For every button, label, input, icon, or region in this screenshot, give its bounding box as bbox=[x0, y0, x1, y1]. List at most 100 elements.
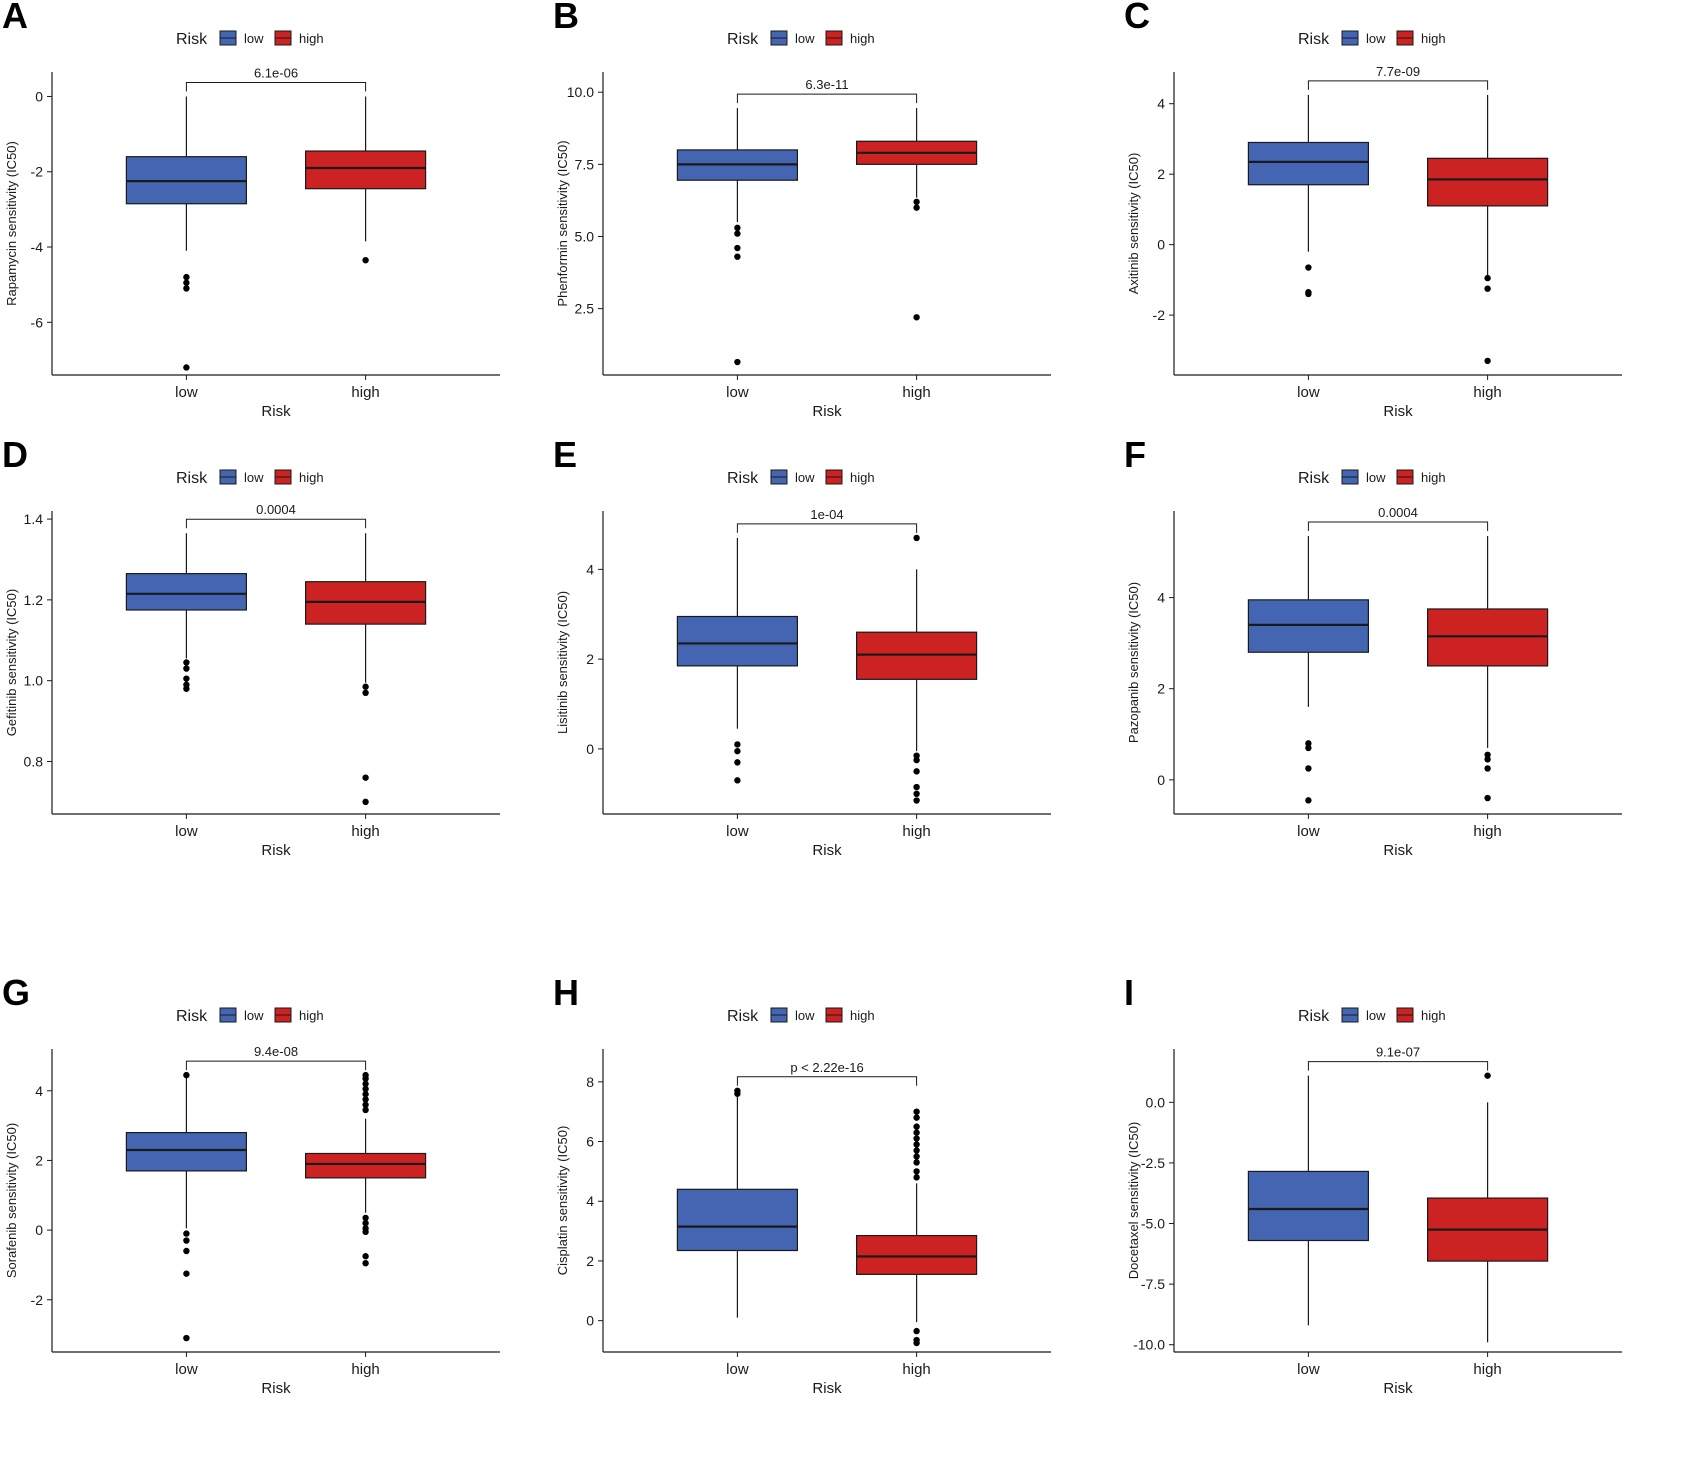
legend-key-low: low bbox=[770, 1007, 815, 1023]
outlier-point bbox=[362, 1101, 369, 1108]
outlier-point bbox=[362, 1253, 369, 1260]
outlier-point bbox=[1484, 756, 1491, 763]
bracket-line bbox=[185, 81, 367, 92]
outlier-point bbox=[913, 534, 920, 542]
x-axis-label: Risk bbox=[1383, 1380, 1413, 1397]
box-iqr bbox=[856, 1234, 978, 1275]
outlier-point bbox=[1484, 751, 1491, 758]
box-low bbox=[1247, 1075, 1370, 1326]
outlier-point bbox=[1305, 264, 1312, 271]
y-axis-label: Docetaxel sensitivity (IC50) bbox=[1126, 1122, 1141, 1280]
outlier-point bbox=[913, 314, 920, 321]
y-tick-label: 0 bbox=[35, 1222, 43, 1238]
outlier-point bbox=[183, 1334, 190, 1342]
outlier-point bbox=[1305, 740, 1312, 747]
outlier-point bbox=[734, 358, 741, 366]
boxplot-gefitinib: Risk low high 1.4 1.2 1.0 0.8 Gefitinib sensiti… bbox=[4, 469, 500, 859]
y-tick-label: -2.5 bbox=[1141, 1155, 1165, 1171]
boxplot-phenformin: Risk low high 10.0 7.5 5.0 2.5 Phenformin sensi… bbox=[555, 30, 1051, 420]
y-axis-label: Lisitinib sensitivity (IC50) bbox=[555, 591, 570, 734]
outlier-point bbox=[1484, 1072, 1491, 1079]
outlier-point bbox=[362, 1228, 369, 1236]
y-tick-label: 4 bbox=[1157, 96, 1165, 112]
legend: Risk low high bbox=[176, 469, 324, 487]
outlier-point bbox=[913, 1108, 920, 1115]
significance-bracket: 7.7e-09 bbox=[1307, 64, 1489, 90]
y-tick-label: -10.0 bbox=[1133, 1337, 1165, 1353]
significance-bracket: 9.1e-07 bbox=[1307, 1045, 1489, 1071]
outlier-point bbox=[913, 783, 920, 791]
outlier-point bbox=[1484, 285, 1491, 292]
outlier-point bbox=[362, 1075, 369, 1082]
significance-bracket: 6.1e-06 bbox=[185, 65, 367, 92]
x-tick-label: low bbox=[726, 1361, 749, 1378]
panel-g: G Risk low high 4 2 0 -2 Sorafenib sensitivity … bbox=[0, 973, 566, 1470]
panel-a: A Risk low high 0 -2 -4 -6 Rapamycin sensitivit… bbox=[0, 0, 566, 493]
box-high bbox=[1427, 94, 1549, 365]
box-low bbox=[125, 1071, 248, 1342]
x-tick-label: high bbox=[1473, 384, 1501, 401]
legend-key-low: low bbox=[1341, 30, 1386, 46]
legend: Risk low high bbox=[1298, 469, 1446, 487]
outlier-point bbox=[913, 204, 920, 211]
outlier-point bbox=[362, 798, 369, 806]
outlier-point bbox=[913, 1159, 920, 1166]
panel-letter: D bbox=[2, 434, 28, 475]
legend-label-low: low bbox=[795, 1008, 815, 1023]
panel-letter: E bbox=[553, 434, 578, 475]
p-value-label: 9.1e-07 bbox=[1376, 1045, 1420, 1060]
x-axis-label: Risk bbox=[812, 1380, 842, 1397]
panel-letter: I bbox=[1124, 972, 1135, 1013]
p-value-label: 6.1e-06 bbox=[254, 65, 298, 80]
boxplot-sorafenib: Risk low high 4 2 0 -2 Sorafenib sensitivity (I… bbox=[4, 1007, 500, 1397]
legend-label-high: high bbox=[299, 470, 324, 485]
y-tick-label: 2 bbox=[35, 1152, 43, 1168]
outlier-point bbox=[183, 665, 190, 672]
outlier-point bbox=[734, 244, 741, 252]
outlier-point bbox=[913, 1147, 920, 1154]
box-high bbox=[856, 1108, 978, 1347]
p-value-label: 1e-04 bbox=[810, 507, 843, 522]
legend-key-low: low bbox=[1341, 1007, 1386, 1023]
panel-h: H Risk low high 8 6 4 2 0 Cisplatin sensitivity … bbox=[551, 973, 1117, 1470]
legend-label-high: high bbox=[850, 31, 875, 46]
outlier-point bbox=[913, 790, 920, 797]
legend-label-high: high bbox=[299, 31, 324, 46]
x-tick-label: low bbox=[726, 384, 749, 401]
y-tick-label: 0 bbox=[586, 1313, 594, 1329]
y-axis-label: Phenformin sensitivity (IC50) bbox=[555, 140, 570, 306]
outlier-point bbox=[1484, 274, 1491, 282]
outlier-point bbox=[913, 752, 920, 759]
outlier-point bbox=[913, 797, 920, 804]
legend-key-high: high bbox=[1396, 469, 1446, 485]
legend-title: Risk bbox=[1298, 31, 1330, 48]
outlier-point bbox=[183, 659, 190, 666]
x-tick-label: low bbox=[175, 823, 198, 840]
legend-title: Risk bbox=[727, 1008, 759, 1025]
box-iqr bbox=[1247, 1170, 1370, 1242]
legend-label-low: low bbox=[1366, 1008, 1386, 1023]
panel-letter: A bbox=[2, 0, 28, 36]
legend-title: Risk bbox=[1298, 470, 1330, 487]
y-tick-label: 2 bbox=[1157, 166, 1165, 182]
outlier-point bbox=[734, 1090, 741, 1097]
x-tick-label: high bbox=[902, 384, 930, 401]
x-axis-label: Risk bbox=[1383, 842, 1413, 859]
legend-key-high: high bbox=[825, 1007, 875, 1023]
y-tick-label: 7.5 bbox=[575, 156, 595, 172]
boxplot-axitinib: Risk low high 4 2 0 -2 Axitinib sensitivity (IC… bbox=[1126, 30, 1622, 420]
y-tick-label: 0.8 bbox=[24, 753, 44, 769]
outlier-point bbox=[913, 1174, 920, 1181]
panel-letter: F bbox=[1124, 434, 1146, 475]
boxplot-pazopanib: Risk low high 4 2 0 Pazopanib sensitivity (IC5… bbox=[1126, 469, 1622, 859]
legend-label-low: low bbox=[1366, 31, 1386, 46]
y-tick-label: -2 bbox=[1153, 307, 1166, 323]
box-low bbox=[676, 108, 799, 366]
panel-d: D Risk low high 1.4 1.2 1.0 0.8 Gefitinib sensi… bbox=[0, 435, 566, 932]
y-axis-label: Rapamycin sensitivity (IC50) bbox=[4, 141, 19, 306]
legend-key-high: high bbox=[274, 1007, 324, 1023]
legend: Risk low high bbox=[727, 469, 875, 487]
legend-label-high: high bbox=[1421, 470, 1446, 485]
y-tick-label: -2 bbox=[31, 1292, 44, 1308]
outlier-point bbox=[913, 1141, 920, 1148]
